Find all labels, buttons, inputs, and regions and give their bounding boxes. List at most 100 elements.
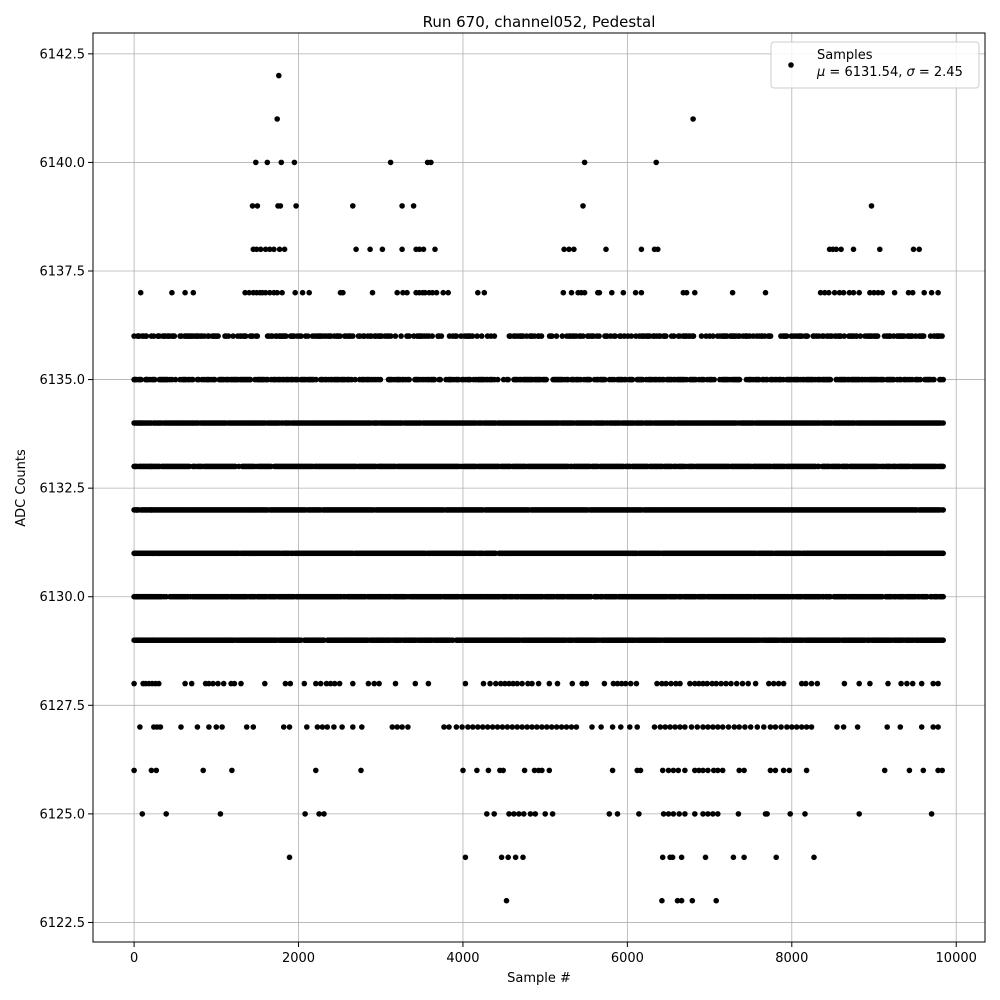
- data-point: [279, 289, 285, 296]
- data-point: [569, 680, 576, 687]
- data-point: [182, 680, 188, 687]
- data-point: [918, 680, 925, 687]
- data-point: [798, 680, 805, 687]
- data-point: [834, 724, 840, 730]
- data-point: [705, 811, 711, 817]
- data-point: [633, 680, 640, 687]
- data-point: [762, 289, 769, 296]
- data-point: [940, 550, 946, 557]
- data-point: [675, 767, 682, 774]
- data-point: [293, 203, 299, 209]
- data-point: [808, 680, 815, 687]
- data-point: [784, 724, 790, 730]
- data-point: [420, 246, 427, 253]
- data-point: [243, 724, 250, 730]
- data-point: [432, 246, 438, 253]
- data-point: [891, 289, 898, 296]
- data-point: [563, 724, 570, 730]
- data-point: [718, 680, 724, 687]
- data-point: [531, 767, 538, 774]
- data-point: [331, 724, 337, 730]
- data-point: [217, 811, 224, 817]
- data-point: [445, 289, 452, 296]
- data-point: [242, 333, 249, 339]
- data-point: [935, 767, 941, 774]
- data-point: [921, 289, 927, 296]
- chart-title: Run 670, channel052, Pedestal: [423, 13, 656, 31]
- data-point: [841, 680, 848, 687]
- data-point: [940, 376, 946, 383]
- data-point: [277, 203, 284, 209]
- data-point: [730, 854, 737, 861]
- data-point: [566, 246, 572, 253]
- data-point: [713, 680, 719, 687]
- data-point: [622, 680, 629, 687]
- data-point: [678, 897, 685, 904]
- data-point: [665, 767, 672, 774]
- data-point: [710, 811, 716, 817]
- data-point: [711, 376, 717, 383]
- data-point: [573, 724, 580, 730]
- data-point: [692, 289, 698, 296]
- data-point: [283, 333, 289, 339]
- data-point: [387, 159, 394, 166]
- data-point: [543, 376, 549, 383]
- data-point: [350, 680, 356, 687]
- data-point: [229, 767, 235, 774]
- data-point: [278, 159, 285, 166]
- data-point: [719, 724, 726, 730]
- data-point: [747, 724, 754, 730]
- data-point: [246, 289, 252, 296]
- data-point: [157, 724, 164, 730]
- data-point: [286, 724, 293, 730]
- data-point: [281, 246, 288, 253]
- data-point: [299, 289, 306, 296]
- data-point: [736, 376, 743, 383]
- data-point: [840, 289, 847, 296]
- data-point: [568, 289, 575, 296]
- data-point: [200, 767, 206, 774]
- data-point: [581, 289, 588, 296]
- data-point: [516, 811, 522, 817]
- data-point: [614, 811, 621, 817]
- data-point: [494, 724, 501, 730]
- data-point: [700, 724, 706, 730]
- data-point: [571, 246, 577, 253]
- data-point: [313, 680, 319, 687]
- data-point: [798, 724, 805, 730]
- data-point: [906, 767, 913, 774]
- data-point: [505, 376, 512, 383]
- data-point: [406, 376, 413, 383]
- data-point: [898, 680, 904, 687]
- data-point: [257, 246, 264, 253]
- data-point: [793, 724, 800, 730]
- data-point: [560, 289, 567, 296]
- data-point: [514, 724, 520, 730]
- data-point: [935, 680, 941, 687]
- data-point: [527, 811, 534, 817]
- data-point: [313, 376, 319, 383]
- data-point: [690, 116, 696, 122]
- data-point: [764, 811, 770, 817]
- data-point: [460, 767, 466, 774]
- data-point: [525, 680, 531, 687]
- data-point: [918, 724, 925, 730]
- data-point: [535, 680, 542, 687]
- data-point: [935, 724, 941, 730]
- data-point: [190, 376, 196, 383]
- data-point: [596, 289, 603, 296]
- data-point: [709, 680, 715, 687]
- data-point: [553, 724, 560, 730]
- data-point: [350, 203, 356, 209]
- data-point: [667, 724, 673, 730]
- data-point: [694, 724, 701, 730]
- data-point: [692, 811, 698, 817]
- data-point: [524, 724, 530, 730]
- data-point: [286, 854, 293, 861]
- data-point: [928, 811, 935, 817]
- data-point: [583, 680, 590, 687]
- data-point: [358, 767, 364, 774]
- data-point: [262, 289, 269, 296]
- data-point: [620, 289, 627, 296]
- data-point: [139, 811, 146, 817]
